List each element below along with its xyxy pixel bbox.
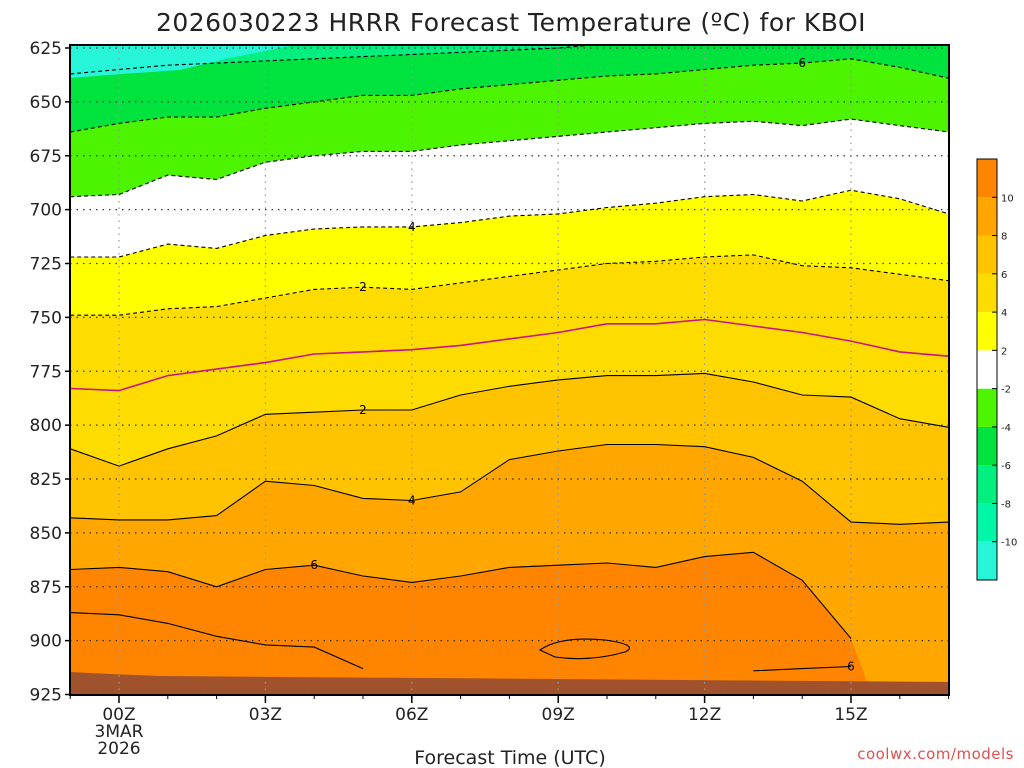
colorbar-frame xyxy=(976,158,998,581)
isotherm-2 xyxy=(70,318,949,392)
colorbar-label: 6 xyxy=(1001,270,1007,281)
isotherm-label: 6 xyxy=(310,558,318,572)
credit-text: coolwx.com/models xyxy=(857,745,1014,763)
colorbar-label: -10 xyxy=(1001,538,1017,549)
y-tick-label: 625 xyxy=(30,39,62,59)
isotherm-8 xyxy=(70,612,364,670)
isotherm-2 xyxy=(70,372,949,467)
isotherm-labels: 86422466 xyxy=(310,56,855,673)
temperature-fill-bands xyxy=(70,45,949,695)
plot-area: 86422466 xyxy=(70,45,949,695)
y-tick-label: 675 xyxy=(30,147,62,167)
y-tick-label: 650 xyxy=(30,93,62,113)
isotherm-neg4 xyxy=(70,118,949,198)
x-tick-label: 03Z xyxy=(249,705,282,725)
colorbar-swatch xyxy=(977,159,997,198)
terrain-fill xyxy=(70,672,949,695)
x-tick-label: 00Z xyxy=(102,705,135,725)
isotherm-lines xyxy=(70,45,949,672)
colorbar-label: -2 xyxy=(1001,385,1011,396)
y-tick-label: 775 xyxy=(30,362,62,382)
isotherm-neg4 xyxy=(70,189,949,258)
y-tick-label: 700 xyxy=(30,201,62,221)
y-tick-label: 850 xyxy=(30,524,62,544)
grid-lines xyxy=(70,45,949,695)
x-tick-year: 2026 xyxy=(97,739,140,759)
isotherm-label: 4 xyxy=(408,494,416,508)
isotherm-8-pocket xyxy=(538,638,630,660)
y-tick-label: 800 xyxy=(30,416,62,436)
isotherm-label: 2 xyxy=(359,280,367,294)
chart-title: 2026030223 HRRR Forecast Temperature (ºC… xyxy=(156,8,866,37)
colorbar-swatch xyxy=(977,235,997,274)
x-tick-label: 12Z xyxy=(688,705,721,725)
isotherm-label: 6 xyxy=(798,56,806,70)
x-tick-label: 06Z xyxy=(395,705,428,725)
y-tick-label: 900 xyxy=(30,632,62,652)
isotherm-6 xyxy=(753,665,852,672)
y-tick-label: 825 xyxy=(30,470,62,490)
isotherm-label: 2 xyxy=(359,403,367,417)
colorbar-swatch xyxy=(977,197,997,236)
colorbar-swatch xyxy=(977,426,997,466)
y-tick-label: 725 xyxy=(30,255,62,275)
colorbar-label: -4 xyxy=(1001,423,1011,434)
band-8-to-10-mid xyxy=(540,639,630,659)
x-tick-date: 3MAR xyxy=(95,722,144,742)
x-tick-label: 09Z xyxy=(542,705,575,725)
y-tick-label: 875 xyxy=(30,578,62,598)
y-tick-label: 925 xyxy=(30,686,62,706)
colorbar-swatch xyxy=(977,388,997,427)
isotherm-4 xyxy=(70,443,949,525)
colorbar-swatch xyxy=(977,503,997,542)
y-tick-label: 750 xyxy=(30,308,62,328)
colorbar-label: -8 xyxy=(1001,499,1011,510)
band-8-to-10-west xyxy=(70,612,363,690)
colorbar-swatch xyxy=(977,273,997,313)
colorbar-label: 4 xyxy=(1001,308,1007,319)
colorbar-swatch xyxy=(977,465,997,504)
isotherm-neg6 xyxy=(70,58,949,133)
colorbar-label: 10 xyxy=(1001,193,1014,204)
colorbar-swatch xyxy=(977,541,997,580)
colorbar-swatch xyxy=(977,312,997,351)
isotherm-label: 6 xyxy=(847,659,855,673)
isotherm-label: 4 xyxy=(408,220,416,234)
band-neg8-to-neg6 xyxy=(70,45,949,132)
colorbar-swatch xyxy=(977,350,997,389)
colorbar-label: 2 xyxy=(1001,346,1007,357)
colorbar-label: -6 xyxy=(1001,461,1011,472)
colorbar-label: 8 xyxy=(1001,232,1007,243)
isotherm-6 xyxy=(70,551,852,639)
isotherm-neg2 xyxy=(70,254,949,316)
x-axis-label: Forecast Time (UTC) xyxy=(414,747,605,768)
y-axis: 625 650 675 700 725 750 775 800 825 850 875 900 925 xyxy=(30,39,70,706)
terrain-band xyxy=(70,672,949,695)
band-coldest xyxy=(70,45,295,78)
x-tick-label: 15Z xyxy=(834,705,867,725)
colorbar: -10 -8 -6 -4 -2 2 4 6 8 10 xyxy=(976,158,1017,581)
